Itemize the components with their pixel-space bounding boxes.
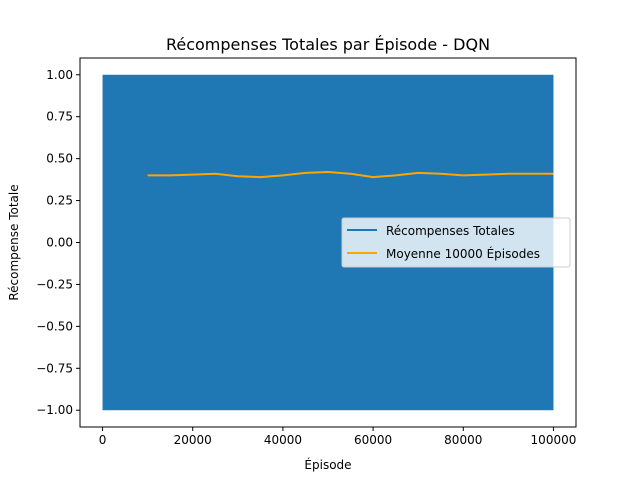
x-axis-label: Épisode xyxy=(304,457,351,472)
y-tick-label: 0.25 xyxy=(46,194,73,208)
x-tick-label: 100000 xyxy=(531,433,577,447)
y-tick-label: 1.00 xyxy=(46,68,73,82)
y-tick-label: 0.75 xyxy=(46,110,73,124)
legend-box xyxy=(341,217,571,268)
x-tick-label: 80000 xyxy=(444,433,482,447)
x-tick-label: 40000 xyxy=(264,433,302,447)
y-axis-label: Récompense Totale xyxy=(7,184,21,300)
y-tick-label: 0.50 xyxy=(46,152,73,166)
chart-title: Récompenses Totales par Épisode - DQN xyxy=(166,35,490,54)
y-tick-label: −1.00 xyxy=(36,403,73,417)
legend-label-rewards: Récompenses Totales xyxy=(386,224,515,238)
x-tick-label: 60000 xyxy=(354,433,392,447)
y-tick-label: −0.25 xyxy=(36,277,73,291)
y-tick-label: −0.50 xyxy=(36,319,73,333)
legend: Récompenses Totales Moyenne 10000 Épisod… xyxy=(341,217,571,268)
legend-label-moving-average: Moyenne 10000 Épisodes xyxy=(386,246,540,261)
y-tick-label: 0.00 xyxy=(46,236,73,250)
x-tick-label: 0 xyxy=(99,433,107,447)
x-tick-label: 20000 xyxy=(174,433,212,447)
series-moving-average-line xyxy=(147,171,554,179)
y-tick-label: −0.75 xyxy=(36,361,73,375)
